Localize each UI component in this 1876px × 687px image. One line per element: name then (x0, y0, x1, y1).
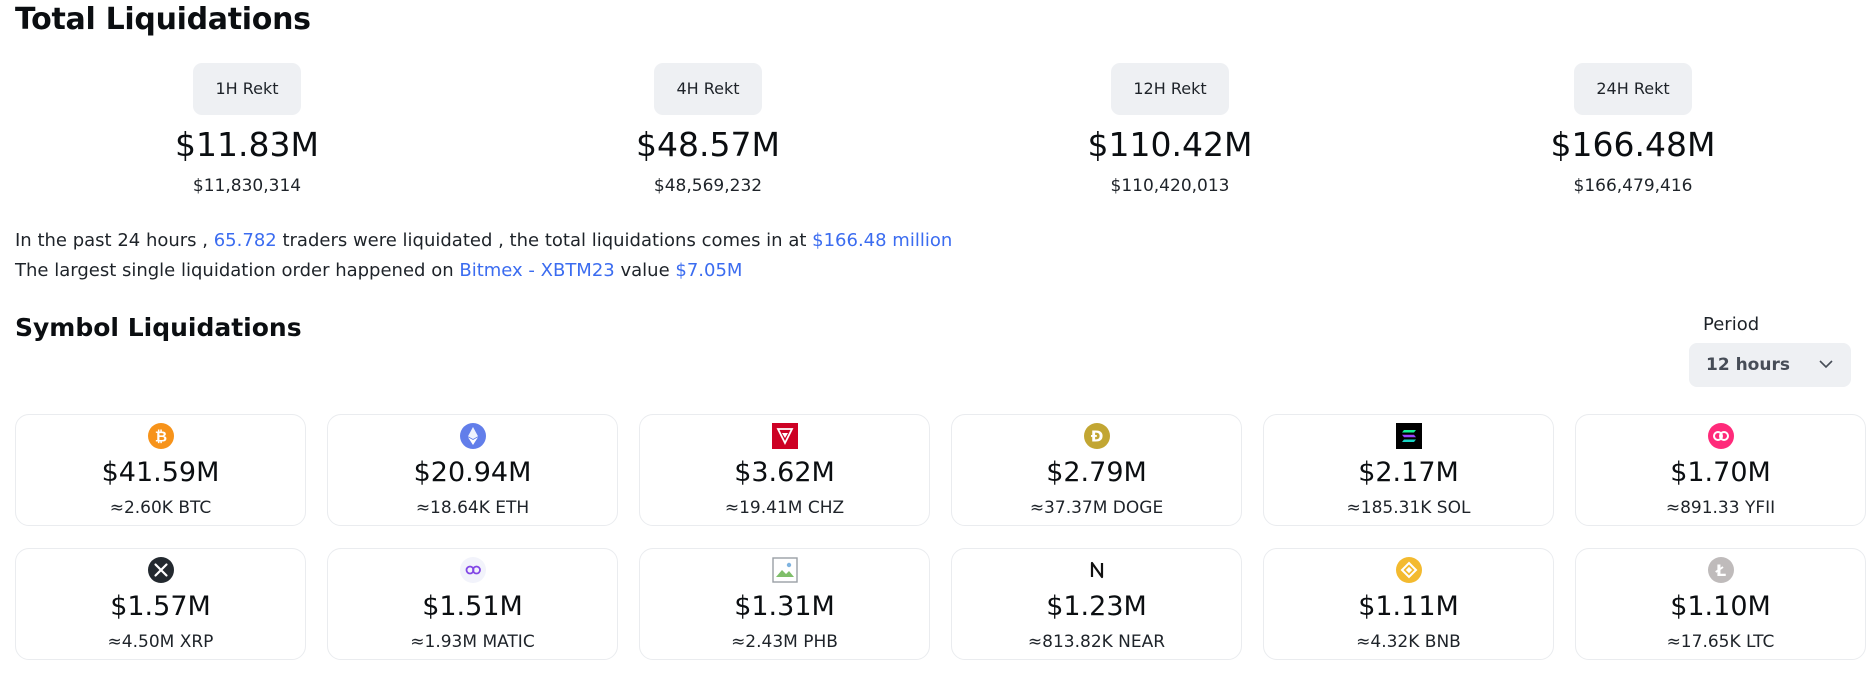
largest-order-value: $7.05M (675, 260, 743, 281)
symbol-usd-value: $2.79M (1046, 457, 1147, 488)
chevron-down-icon (1819, 360, 1833, 369)
rekt-12h: 12H Rekt $110.42M $110,420,013 (1030, 63, 1310, 201)
ltc-icon: Ł (1707, 557, 1734, 583)
symbol-card-phb[interactable]: $1.31M ≈2.43M PHB (639, 548, 930, 660)
near-icon (1090, 561, 1103, 579)
broken-image-icon (771, 557, 798, 583)
rekt-12h-exact: $110,420,013 (1110, 176, 1230, 196)
symbol-usd-value: $41.59M (101, 457, 220, 488)
symbol-usd-value: $1.57M (110, 591, 211, 622)
symbol-amount: ≈19.41M CHZ (724, 498, 845, 518)
summary-text: traders were liquidated , the total liqu… (282, 230, 807, 251)
period-selected-value: 12 hours (1706, 355, 1790, 375)
symbol-amount: ≈2.43M PHB (731, 632, 838, 652)
bnb-icon (1395, 557, 1422, 583)
symbol-amount: ≈2.60K BTC (109, 498, 212, 518)
svg-text:Ð: Ð (1090, 428, 1103, 446)
rekt-4h: 4H Rekt $48.57M $48,569,232 (568, 63, 848, 201)
symbol-card-near[interactable]: $1.23M ≈813.82K NEAR (951, 548, 1242, 660)
symbol-card-bnb[interactable]: $1.11M ≈4.32K BNB (1263, 548, 1554, 660)
symbol-amount: ≈891.33 YFII (1665, 498, 1776, 518)
symbol-usd-value: $1.51M (422, 591, 523, 622)
rekt-1h: 1H Rekt $11.83M $11,830,314 (107, 63, 387, 201)
btc-icon: ₿ (147, 423, 174, 449)
symbol-usd-value: $20.94M (413, 457, 532, 488)
rekt-4h-tab[interactable]: 4H Rekt (654, 63, 762, 115)
matic-icon (459, 557, 486, 583)
page-title: Total Liquidations (15, 2, 311, 37)
symbol-card-xrp[interactable]: $1.57M ≈4.50M XRP (15, 548, 306, 660)
symbol-card-yfii[interactable]: $1.70M ≈891.33 YFII (1575, 414, 1866, 526)
symbol-card-ltc[interactable]: Ł $1.10M ≈17.65K LTC (1575, 548, 1866, 660)
chz-icon (771, 423, 798, 449)
symbol-amount: ≈17.65K LTC (1666, 632, 1775, 652)
rekt-24h: 24H Rekt $166.48M $166,479,416 (1493, 63, 1773, 201)
rekt-24h-exact: $166,479,416 (1573, 176, 1693, 196)
symbol-usd-value: $3.62M (734, 457, 835, 488)
rekt-4h-value: $48.57M (636, 125, 780, 164)
rekt-1h-exact: $11,830,314 (192, 176, 302, 196)
symbol-card-chz[interactable]: $3.62M ≈19.41M CHZ (639, 414, 930, 526)
period-select[interactable]: 12 hours (1689, 343, 1851, 387)
summary-text: In the past 24 hours , (15, 230, 208, 251)
rekt-1h-value: $11.83M (175, 125, 319, 164)
rekt-12h-tab[interactable]: 12H Rekt (1111, 63, 1229, 115)
symbol-usd-value: $1.10M (1670, 591, 1771, 622)
symbol-usd-value: $1.31M (734, 591, 835, 622)
doge-icon: Ð (1083, 423, 1110, 449)
rekt-1h-tab[interactable]: 1H Rekt (193, 63, 301, 115)
symbol-card-sol[interactable]: $2.17M ≈185.31K SOL (1263, 414, 1554, 526)
symbol-amount: ≈813.82K NEAR (1027, 632, 1166, 652)
summary-line-1: In the past 24 hours , 65.782 traders we… (15, 226, 952, 256)
symbol-amount: ≈18.64K ETH (415, 498, 530, 518)
symbol-usd-value: $1.11M (1358, 591, 1459, 622)
yfii-icon (1707, 423, 1734, 449)
summary-line-2: The largest single liquidation order hap… (15, 256, 952, 286)
rekt-24h-value: $166.48M (1550, 125, 1716, 164)
symbol-card-doge[interactable]: Ð $2.79M ≈37.37M DOGE (951, 414, 1242, 526)
largest-order-exchange-link[interactable]: Bitmex - XBTM23 (459, 260, 615, 281)
total-liquidations-value: $166.48 million (812, 230, 953, 251)
symbol-amount: ≈37.37M DOGE (1029, 498, 1164, 518)
symbol-amount: ≈4.32K BNB (1356, 632, 1461, 652)
symbol-usd-value: $1.23M (1046, 591, 1147, 622)
sol-icon (1395, 423, 1422, 449)
eth-icon (459, 423, 486, 449)
symbol-usd-value: $1.70M (1670, 457, 1771, 488)
period-label: Period (1703, 314, 1760, 335)
symbol-card-eth[interactable]: $20.94M ≈18.64K ETH (327, 414, 618, 526)
svg-text:Ł: Ł (1714, 561, 1725, 580)
symbol-card-btc[interactable]: ₿ $41.59M ≈2.60K BTC (15, 414, 306, 526)
summary-text: value (620, 260, 670, 281)
summary-text: The largest single liquidation order hap… (15, 260, 454, 281)
rekt-24h-tab[interactable]: 24H Rekt (1574, 63, 1692, 115)
symbol-liquidations-title: Symbol Liquidations (15, 313, 302, 342)
rekt-summary-row: 1H Rekt $11.83M $11,830,314 4H Rekt $48.… (0, 63, 1876, 203)
traders-count: 65.782 (213, 230, 277, 251)
symbol-usd-value: $2.17M (1358, 457, 1459, 488)
rekt-12h-value: $110.42M (1087, 125, 1253, 164)
svg-text:₿: ₿ (154, 428, 166, 446)
symbol-amount: ≈4.50M XRP (107, 632, 214, 652)
xrp-icon (147, 557, 174, 583)
rekt-4h-exact: $48,569,232 (653, 176, 763, 196)
symbol-amount: ≈185.31K SOL (1346, 498, 1471, 518)
symbol-card-matic[interactable]: $1.51M ≈1.93M MATIC (327, 548, 618, 660)
symbol-amount: ≈1.93M MATIC (410, 632, 535, 652)
liquidation-summary: In the past 24 hours , 65.782 traders we… (15, 226, 952, 286)
